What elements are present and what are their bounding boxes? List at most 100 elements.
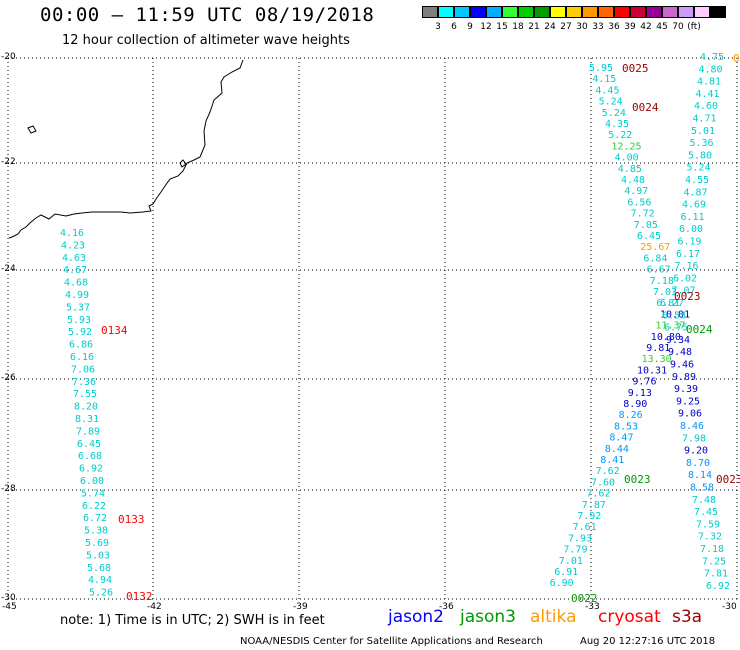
scale-swatch xyxy=(502,6,518,18)
scale-label: 45 xyxy=(656,22,668,32)
swh-value: 5.36 xyxy=(690,138,714,149)
swh-value: 4.71 xyxy=(693,114,717,125)
lat-lon-grid xyxy=(7,57,738,600)
scale-label: 15 xyxy=(496,22,508,32)
scale-label: 39 xyxy=(624,22,636,32)
scale-label: 21 xyxy=(528,22,540,32)
swh-value: 6.22 xyxy=(82,501,106,512)
swh-value: 9.39 xyxy=(674,384,698,395)
pass-time: 0025 xyxy=(733,52,740,65)
swh-value: 5.93 xyxy=(67,315,91,326)
lat-label: -28 xyxy=(1,484,16,494)
swh-value: 4.97 xyxy=(624,186,648,197)
swh-value: 5.37 xyxy=(66,302,90,313)
swh-value: 6.68 xyxy=(78,451,102,462)
page-title: 00:00 – 11:59 UTC 08/19/2018 xyxy=(40,4,375,26)
swh-value: 13.30 xyxy=(642,354,672,365)
swh-value: 9.06 xyxy=(678,409,702,420)
scale-label: (ft) xyxy=(687,22,701,32)
swh-value: 4.68 xyxy=(64,278,88,289)
lon-label: -39 xyxy=(293,602,308,612)
swh-value: 9.20 xyxy=(684,446,708,457)
swh-value: 8.20 xyxy=(74,402,98,413)
swh-value: 10.80 xyxy=(651,332,681,343)
scale-label: 36 xyxy=(608,22,620,32)
coastline xyxy=(8,59,244,239)
scale-swatch xyxy=(694,6,710,18)
swh-value: 5.68 xyxy=(87,563,111,574)
swh-value: 5.22 xyxy=(608,130,632,141)
scale-swatch xyxy=(710,6,726,18)
swh-value: 9.34 xyxy=(666,335,690,346)
swh-value: 8.26 xyxy=(619,410,643,421)
swh-value: 5.80 xyxy=(688,150,712,161)
swh-value: 8.41 xyxy=(600,455,624,466)
swh-value: 5.74 xyxy=(81,488,105,499)
swh-value: 6.81 xyxy=(656,298,680,309)
swh-value: 4.87 xyxy=(684,187,708,198)
swh-value: 6.72 xyxy=(83,513,107,524)
altimeter-tracks: 4.164.23 4.634.67 4.684.995.37 5.935.92 6.86… xyxy=(60,52,740,605)
lon-label: -42 xyxy=(147,602,162,612)
swh-value: 7.79 xyxy=(563,545,587,556)
swh-value: 25.67 xyxy=(640,242,670,253)
page-subtitle: 12 hour collection of altimeter wave hei… xyxy=(62,33,350,48)
swh-value: 7.60 xyxy=(591,477,615,488)
swh-value: 7.61 xyxy=(573,522,597,533)
swh-value: 5.92 xyxy=(68,327,92,338)
scale-label: 33 xyxy=(592,22,604,32)
scale-label: 70 xyxy=(672,22,684,32)
swh-value: 6.91 xyxy=(554,567,578,578)
scale-swatch xyxy=(470,6,486,18)
lon-label: -36 xyxy=(439,602,454,612)
scale-label: 30 xyxy=(576,22,588,32)
swh-value: 7.07 xyxy=(672,286,696,297)
scale-swatch xyxy=(614,6,630,18)
swh-value: 9.76 xyxy=(632,377,656,388)
swh-value: 9.48 xyxy=(668,347,692,358)
legend-jason2: jason2 xyxy=(388,607,444,627)
swh-value: 6.53 xyxy=(662,310,686,321)
swh-value: 7.45 xyxy=(694,507,718,518)
swh-value: 4.60 xyxy=(694,101,718,112)
swh-value: 4.00 xyxy=(615,153,639,164)
swh-value: 9.25 xyxy=(676,396,700,407)
swh-value: 7.16 xyxy=(675,261,699,272)
scale-swatch xyxy=(630,6,646,18)
swh-value: 11.37 xyxy=(655,321,685,332)
swh-value: 5.26 xyxy=(89,588,113,599)
pass-time: 0024 xyxy=(686,323,713,336)
swh-value: 4.99 xyxy=(65,290,89,301)
swh-value: 7.93 xyxy=(568,533,592,544)
scale-label: 27 xyxy=(560,22,572,32)
scale-label: 24 xyxy=(544,22,556,32)
swh-value: 7.03 xyxy=(653,287,677,298)
swh-value: 7.06 xyxy=(71,364,95,375)
lat-label: -24 xyxy=(1,264,16,274)
swh-value: 7.81 xyxy=(704,569,728,580)
swh-value: 7.48 xyxy=(692,495,716,506)
swh-value: 4.15 xyxy=(592,74,616,85)
swh-value: 6.56 xyxy=(627,197,651,208)
swh-value: 7.25 xyxy=(702,556,726,567)
swh-value: 4.23 xyxy=(61,240,85,251)
swh-value: 10.01 xyxy=(660,309,690,320)
pass-time: 0023 xyxy=(624,473,651,486)
footnote: note: 1) Time is in UTC; 2) SWH is in fe… xyxy=(60,613,325,628)
lon-label: -45 xyxy=(2,602,17,612)
swh-value: 4.35 xyxy=(605,119,629,130)
swh-value: 8.53 xyxy=(614,421,638,432)
pass-time: 0022 xyxy=(571,592,598,605)
swh-value: 7.62 xyxy=(586,489,610,500)
scale-swatch xyxy=(534,6,550,18)
swh-value: 6.92 xyxy=(79,464,103,475)
swh-value: 9.89 xyxy=(672,372,696,383)
pass-time: 0023 xyxy=(716,473,740,486)
swh-value: 8.46 xyxy=(680,421,704,432)
swh-value: 4.81 xyxy=(697,77,721,88)
scale-swatch xyxy=(678,6,694,18)
swh-value: 4.16 xyxy=(60,228,84,239)
scale-swatch xyxy=(454,6,470,18)
pass-time: 0023 xyxy=(674,290,701,303)
